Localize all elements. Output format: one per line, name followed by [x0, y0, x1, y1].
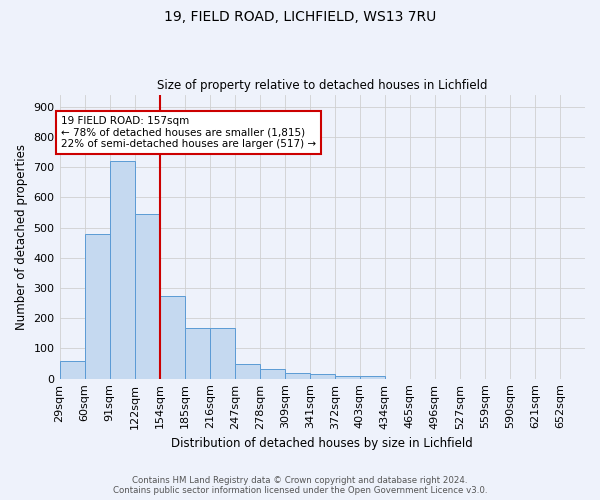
X-axis label: Distribution of detached houses by size in Lichfield: Distribution of detached houses by size … — [172, 437, 473, 450]
Bar — [260, 368, 285, 378]
Bar — [285, 373, 310, 378]
Bar — [310, 374, 335, 378]
Bar — [335, 376, 360, 378]
Y-axis label: Number of detached properties: Number of detached properties — [15, 144, 28, 330]
Bar — [160, 296, 185, 378]
Bar — [360, 376, 385, 378]
Bar — [235, 364, 260, 378]
Text: Contains HM Land Registry data © Crown copyright and database right 2024.
Contai: Contains HM Land Registry data © Crown c… — [113, 476, 487, 495]
Bar — [209, 328, 235, 378]
Text: 19, FIELD ROAD, LICHFIELD, WS13 7RU: 19, FIELD ROAD, LICHFIELD, WS13 7RU — [164, 10, 436, 24]
Bar — [185, 328, 209, 378]
Bar — [134, 214, 160, 378]
Bar — [110, 161, 134, 378]
Text: 19 FIELD ROAD: 157sqm
← 78% of detached houses are smaller (1,815)
22% of semi-d: 19 FIELD ROAD: 157sqm ← 78% of detached … — [61, 116, 316, 149]
Bar — [85, 234, 110, 378]
Bar — [59, 360, 85, 378]
Title: Size of property relative to detached houses in Lichfield: Size of property relative to detached ho… — [157, 79, 488, 92]
